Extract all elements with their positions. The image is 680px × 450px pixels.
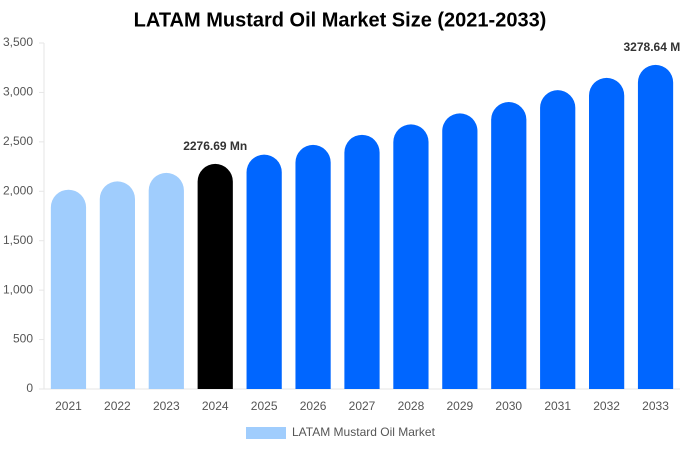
x-tick-label: 2021: [55, 399, 82, 413]
bar: [540, 90, 576, 390]
x-tick-label: 2022: [104, 399, 131, 413]
bar: [491, 102, 527, 389]
bar: [246, 154, 282, 389]
bar: [344, 134, 380, 389]
x-tick-label: 2032: [593, 399, 620, 413]
y-tick-label: 3,500: [3, 35, 33, 49]
data-label: 2276.69 Mn: [183, 139, 247, 153]
bar: [295, 144, 331, 389]
x-tick-label: 2023: [153, 399, 180, 413]
x-tick-label: 2027: [349, 399, 376, 413]
bar: [442, 113, 478, 389]
legend-swatch: [246, 427, 286, 439]
x-tick-label: 2031: [544, 399, 571, 413]
data-label: 3278.64 Mn: [624, 40, 680, 54]
y-tick-label: 3,000: [3, 85, 33, 99]
bar: [99, 181, 135, 389]
y-tick-label: 1,500: [3, 233, 33, 247]
y-tick-label: 0: [26, 381, 33, 395]
bar: [197, 163, 233, 389]
x-tick-label: 2033: [642, 399, 669, 413]
x-tick-label: 2028: [398, 399, 425, 413]
bar: [393, 124, 429, 389]
bar: [50, 189, 87, 389]
y-tick-label: 500: [13, 332, 33, 346]
legend-label: LATAM Mustard Oil Market: [292, 425, 436, 439]
x-tick-label: 2030: [495, 399, 522, 413]
bar: [589, 77, 625, 389]
x-tick-label: 2026: [300, 399, 327, 413]
x-tick-label: 2029: [446, 399, 473, 413]
chart-title: LATAM Mustard Oil Market Size (2021-2033…: [134, 9, 547, 31]
x-tick-label: 2024: [202, 399, 229, 413]
y-tick-label: 2,500: [3, 134, 33, 148]
y-tick-label: 1,000: [3, 282, 33, 296]
x-tick-label: 2025: [251, 399, 278, 413]
bar: [148, 172, 184, 389]
y-tick-label: 2,000: [3, 183, 33, 197]
bar: [637, 64, 674, 390]
